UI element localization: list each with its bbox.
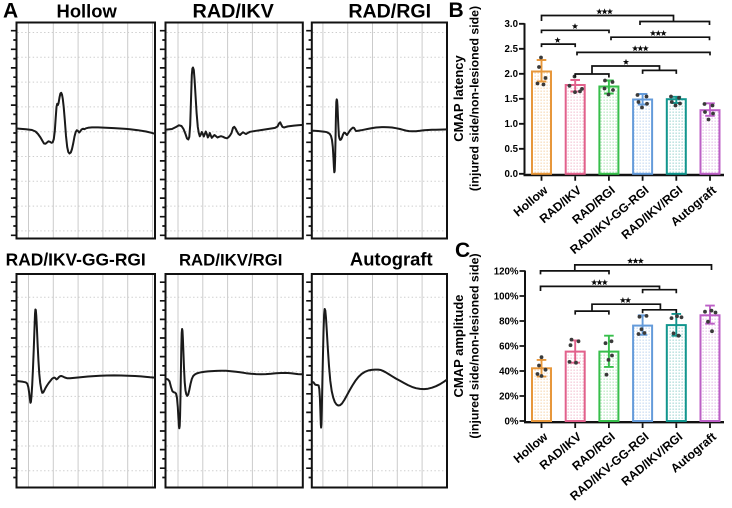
svg-text:Hollow: Hollow (57, 1, 118, 22)
svg-text:0.0: 0.0 (505, 169, 518, 180)
svg-text:B: B (449, 0, 464, 22)
svg-text:2.5: 2.5 (505, 44, 519, 55)
svg-text:2.0: 2.0 (505, 69, 518, 80)
svg-text:A: A (3, 0, 18, 23)
svg-text:RAD/IKV: RAD/IKV (193, 1, 275, 23)
svg-text:(injured side/non-lesioned sid: (injured side/non-lesioned side) (468, 6, 482, 191)
svg-text:RAD/IKV-GG-RGI: RAD/IKV-GG-RGI (6, 249, 146, 269)
svg-text:Autograft: Autograft (350, 248, 433, 269)
svg-text:RAD/IKV/RGI: RAD/IKV/RGI (179, 250, 283, 269)
svg-text:100%: 100% (494, 291, 519, 302)
svg-text:60%: 60% (499, 341, 519, 352)
svg-text:CMAP amplitude: CMAP amplitude (451, 294, 466, 397)
svg-text:3.0: 3.0 (505, 19, 518, 30)
svg-text:C: C (455, 239, 470, 262)
svg-text:40%: 40% (499, 366, 519, 377)
svg-text:0.5: 0.5 (505, 144, 519, 155)
svg-text:80%: 80% (499, 316, 519, 327)
svg-text:0%: 0% (504, 416, 518, 427)
svg-text:(injured side/non-lesioned sid: (injured side/non-lesioned side) (468, 253, 482, 438)
svg-text:CMAP latency: CMAP latency (451, 55, 466, 142)
svg-text:RAD/RGI: RAD/RGI (348, 1, 431, 23)
svg-text:1.5: 1.5 (505, 94, 519, 105)
svg-text:1.0: 1.0 (505, 119, 518, 130)
svg-text:20%: 20% (499, 391, 519, 402)
svg-text:120%: 120% (494, 266, 519, 277)
